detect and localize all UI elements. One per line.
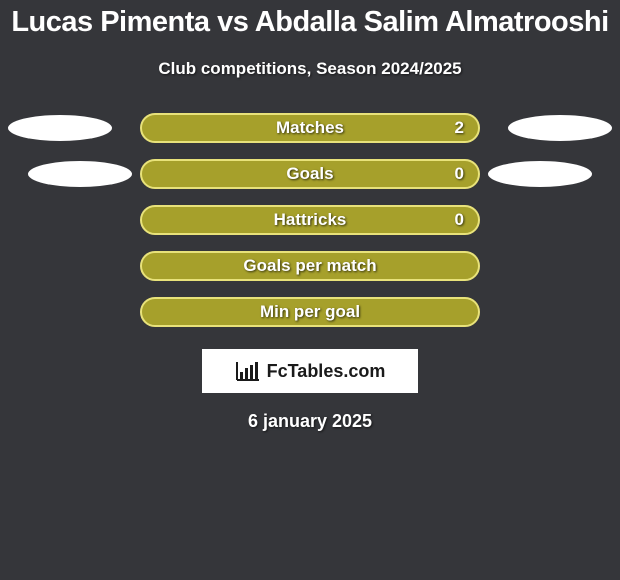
stat-label: Min per goal: [260, 302, 360, 322]
stat-label: Hattricks: [274, 210, 347, 230]
logo-text: FcTables.com: [267, 361, 386, 382]
bar-chart-icon: [235, 360, 261, 382]
stat-label: Matches: [276, 118, 344, 138]
stat-value: 0: [455, 164, 464, 184]
comparison-infographic: Lucas Pimenta vs Abdalla Salim Almatroos…: [0, 0, 620, 580]
stat-bar: Hattricks 0: [140, 205, 480, 235]
right-pill: [488, 161, 592, 187]
logo-box: FcTables.com: [202, 349, 418, 393]
stat-row: Hattricks 0: [0, 197, 620, 243]
stat-value: 2: [455, 118, 464, 138]
page-title: Lucas Pimenta vs Abdalla Salim Almatroos…: [0, 0, 620, 39]
stat-label: Goals per match: [243, 256, 376, 276]
page-subtitle: Club competitions, Season 2024/2025: [0, 59, 620, 79]
left-pill: [28, 161, 132, 187]
footer-date: 6 january 2025: [0, 411, 620, 432]
stat-row: Min per goal: [0, 289, 620, 335]
stat-bar: Min per goal: [140, 297, 480, 327]
stat-rows: Matches 2 Goals 0 Hattricks 0: [0, 105, 620, 335]
stat-bar: Goals per match: [140, 251, 480, 281]
stat-value: 0: [455, 210, 464, 230]
left-pill: [8, 115, 112, 141]
stat-row: Matches 2: [0, 105, 620, 151]
stat-row: Goals per match: [0, 243, 620, 289]
stat-row: Goals 0: [0, 151, 620, 197]
stat-bar: Matches 2: [140, 113, 480, 143]
right-pill: [508, 115, 612, 141]
stat-bar: Goals 0: [140, 159, 480, 189]
stat-label: Goals: [286, 164, 333, 184]
